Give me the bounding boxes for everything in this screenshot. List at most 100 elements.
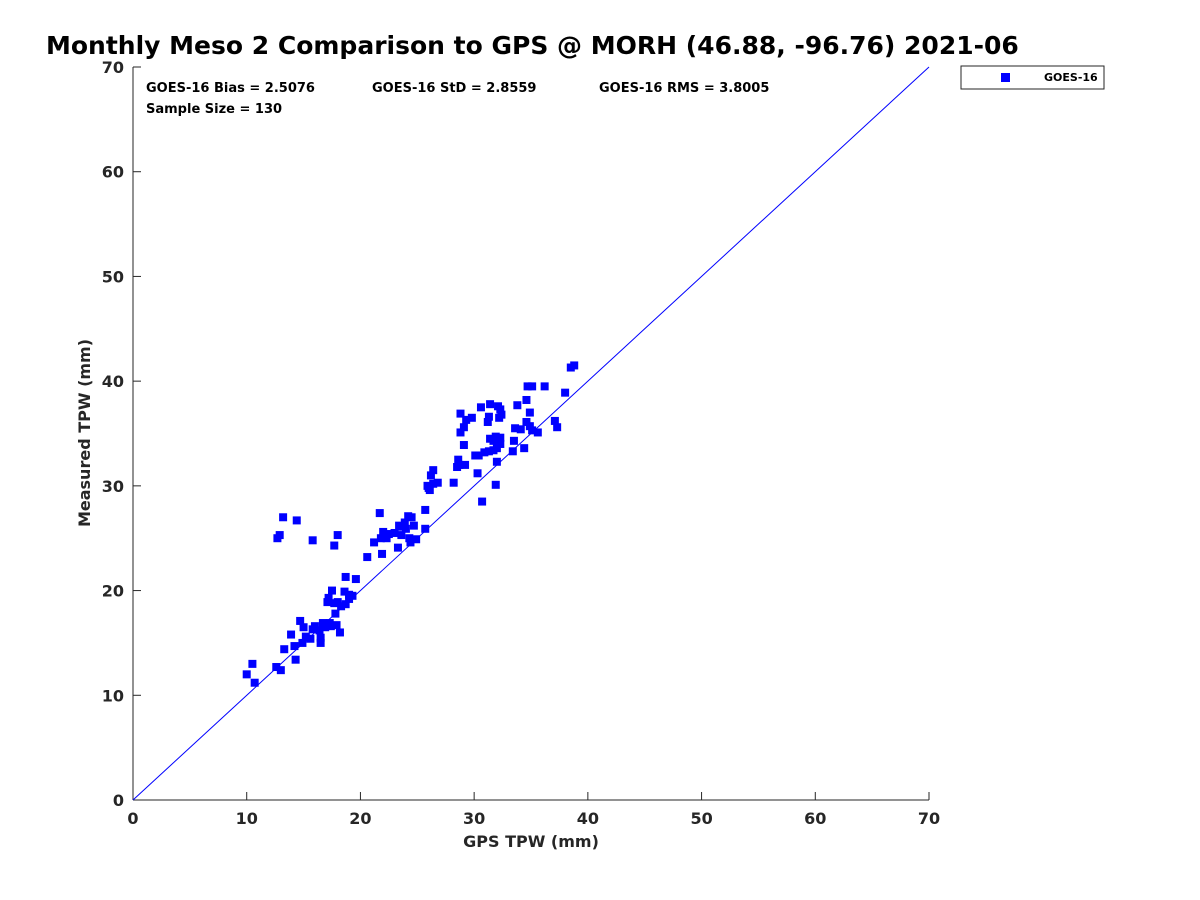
data-point xyxy=(290,642,299,651)
data-point xyxy=(525,422,534,431)
data-point xyxy=(333,531,342,540)
data-point xyxy=(480,448,489,457)
plot-area: 0 10 20 30 40 50 60 70 0 10 20 30 40 50 60 70 xyxy=(102,58,940,828)
data-point xyxy=(299,623,308,632)
data-point xyxy=(509,436,518,445)
y-tick-label: 40 xyxy=(102,372,124,391)
data-point xyxy=(272,663,281,672)
rms-stat: GOES-16 RMS = 3.8005 xyxy=(599,81,769,96)
data-point xyxy=(491,480,500,489)
data-point xyxy=(401,524,410,533)
data-point xyxy=(397,531,406,540)
data-point xyxy=(484,447,493,456)
data-point xyxy=(528,382,537,391)
data-point xyxy=(496,439,505,448)
data-point xyxy=(332,621,341,630)
data-point xyxy=(522,417,531,426)
data-point xyxy=(325,619,334,628)
data-point xyxy=(520,444,529,453)
data-point xyxy=(407,513,416,522)
data-point xyxy=(331,609,340,618)
data-point xyxy=(409,521,418,530)
data-point xyxy=(533,428,542,437)
std-stat: GOES-16 StD = 2.8559 xyxy=(372,81,536,96)
data-point xyxy=(395,521,404,530)
data-point xyxy=(333,598,342,607)
data-point xyxy=(393,543,402,552)
data-point xyxy=(511,424,520,433)
bias-stat: GOES-16 Bias = 2.5076 xyxy=(146,81,315,96)
data-point xyxy=(459,423,468,432)
data-point xyxy=(335,628,344,637)
data-point xyxy=(275,531,284,540)
data-point xyxy=(406,538,415,547)
data-point xyxy=(553,423,562,432)
x-tick-label: 60 xyxy=(804,809,826,828)
data-point xyxy=(250,678,259,687)
data-point xyxy=(433,478,442,487)
data-point xyxy=(491,432,500,441)
data-point xyxy=(328,586,336,595)
data-point xyxy=(382,534,391,543)
x-tick-label: 0 xyxy=(127,809,138,828)
data-point xyxy=(279,513,288,522)
data-point xyxy=(496,433,505,442)
data-point xyxy=(429,466,438,475)
x-axis-label: GPS TPW (mm) xyxy=(463,832,599,851)
data-point xyxy=(516,425,525,434)
data-point xyxy=(513,401,522,410)
data-point xyxy=(316,633,325,642)
stats-box: GOES-16 Bias = 2.5076 GOES-16 StD = 2.85… xyxy=(146,81,769,117)
data-point xyxy=(308,536,317,545)
data-point xyxy=(405,534,414,543)
data-point xyxy=(412,535,421,544)
data-point xyxy=(456,428,465,437)
data-point xyxy=(550,416,559,425)
data-point xyxy=(459,441,468,450)
x-tick-label: 30 xyxy=(463,809,485,828)
y-tick-label: 30 xyxy=(102,477,124,496)
data-point xyxy=(296,616,305,625)
data-point xyxy=(528,426,537,435)
x-tick-label: 70 xyxy=(918,809,940,828)
data-point xyxy=(375,509,384,518)
data-point xyxy=(523,382,532,391)
x-tick-label: 50 xyxy=(690,809,712,828)
legend-marker-goes-16 xyxy=(1001,73,1010,82)
data-point xyxy=(508,447,517,456)
data-point xyxy=(570,361,579,370)
data-point xyxy=(525,408,534,417)
axis-ticks: 0 10 20 30 40 50 60 70 0 10 20 30 40 50 60 70 xyxy=(102,58,940,828)
data-point xyxy=(291,655,300,664)
data-point xyxy=(561,388,570,397)
data-point xyxy=(330,541,339,550)
data-point xyxy=(473,469,482,478)
data-point xyxy=(316,638,325,647)
data-point xyxy=(462,415,471,424)
data-point xyxy=(379,527,388,536)
legend-label-goes-16: GOES-16 xyxy=(1044,71,1098,84)
data-point xyxy=(449,478,458,487)
legend-box xyxy=(960,65,1105,90)
data-point xyxy=(454,455,463,464)
data-point xyxy=(276,666,285,675)
data-point xyxy=(318,619,327,628)
sample-size-stat: Sample Size = 130 xyxy=(146,102,282,117)
x-tick-label: 40 xyxy=(577,809,599,828)
data-point xyxy=(540,382,549,391)
data-point xyxy=(345,594,354,603)
data-point xyxy=(424,483,433,492)
y-tick-label: 60 xyxy=(102,163,124,182)
data-point xyxy=(301,632,310,641)
data-point xyxy=(376,534,385,543)
y-tick-label: 50 xyxy=(102,267,124,286)
y-axis-label: Measured TPW (mm) xyxy=(75,339,94,527)
x-tick-label: 20 xyxy=(349,809,371,828)
x-tick-label: 10 xyxy=(236,809,258,828)
data-point xyxy=(340,587,349,596)
data-point xyxy=(310,622,319,631)
data-point xyxy=(492,444,501,453)
data-point xyxy=(280,645,289,654)
y-tick-label: 0 xyxy=(113,791,124,810)
